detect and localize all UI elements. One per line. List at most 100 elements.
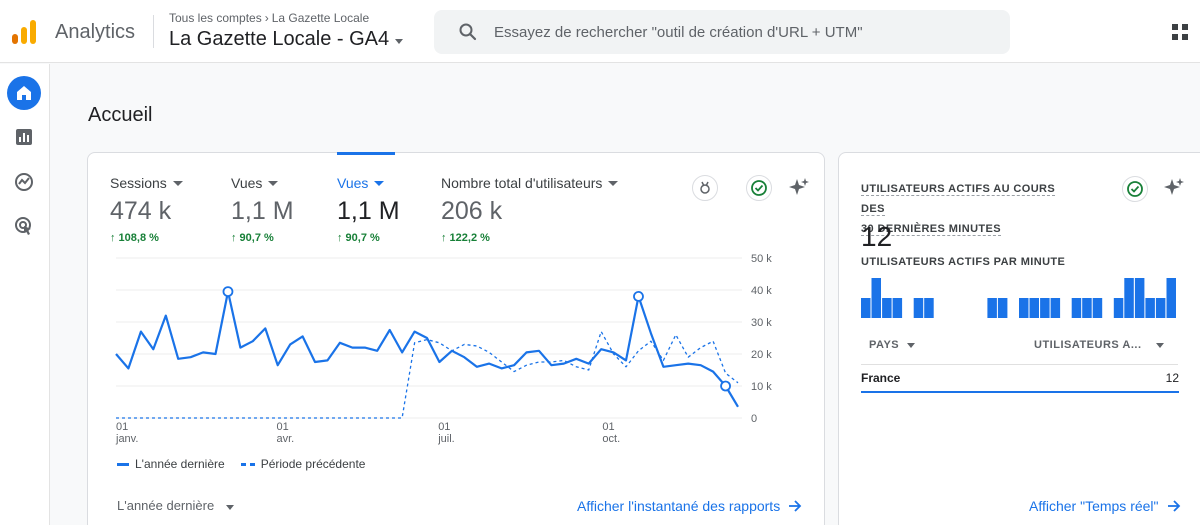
nav-reports[interactable] (7, 120, 41, 154)
y-tick-label: 50 k (751, 253, 772, 265)
metric-total-users[interactable]: Nombre total d'utilisateurs 206 k ↑ 122,… (441, 175, 619, 244)
y-tick-label: 30 k (751, 317, 772, 329)
per-minute-bar[interactable] (882, 298, 892, 318)
breadcrumb-item-account[interactable]: La Gazette Locale (271, 11, 370, 25)
realtime-user-count: 12 (861, 221, 893, 252)
legend-previous: Période précédente (260, 457, 366, 471)
x-tick-month: juil. (437, 433, 455, 445)
per-minute-bar[interactable] (861, 298, 871, 318)
property-selector[interactable]: La Gazette Locale - GA4 (169, 28, 404, 51)
date-range-selector[interactable]: L'année dernière (117, 498, 235, 513)
per-minute-bar[interactable] (871, 278, 882, 318)
per-minute-bar[interactable] (1124, 278, 1134, 318)
table-row-bar (861, 391, 1179, 393)
home-icon (17, 86, 31, 100)
per-minute-bar[interactable] (1019, 298, 1029, 318)
nav-explore[interactable] (7, 165, 41, 199)
breadcrumb-item-accounts[interactable]: Tous les comptes (169, 11, 262, 25)
insights-button[interactable] (692, 175, 718, 201)
search-input[interactable] (494, 10, 994, 54)
metric-value: 206 k (441, 197, 503, 225)
series-line-current (115, 290, 739, 408)
caret-down-icon (1155, 342, 1164, 348)
per-minute-bar[interactable] (1145, 298, 1155, 318)
per-minute-bar[interactable] (1166, 278, 1177, 318)
per-minute-label: UTILISATEURS ACTIFS PAR MINUTE (861, 256, 1066, 268)
arrow-right-icon (789, 500, 802, 512)
highlight-point[interactable] (720, 380, 731, 392)
nav-advertising[interactable] (7, 209, 41, 243)
realtime-title-line-1: UTILISATEURS ACTIFS AU COURS DES (861, 183, 1056, 216)
metric-views-header[interactable]: Vues (231, 175, 294, 191)
metric-views[interactable]: Vues 1,1 M ↑ 90,7 % (231, 175, 294, 244)
explore-icon (15, 173, 33, 191)
views-line-chart: 50 k40 k30 k20 k10 k001janv.01avr.01juil… (115, 253, 772, 445)
metric-views-selected[interactable]: Vues 1,1 M ↑ 90,7 % (337, 175, 400, 244)
x-tick-day: 01 (438, 421, 450, 433)
legend-swatch-solid (117, 462, 129, 466)
view-realtime-link[interactable]: Afficher "Temps réel" (1029, 498, 1181, 514)
column-header-country[interactable]: PAYS (869, 339, 916, 351)
per-minute-bar[interactable] (987, 298, 997, 318)
app-name: Analytics (55, 21, 136, 43)
overview-card: Sessions 474 k ↑ 108,8 % Vues 1,1 M ↑ 90… (87, 152, 825, 525)
data-quality-button[interactable] (1122, 176, 1148, 202)
metric-sessions-header[interactable]: Sessions (110, 175, 183, 191)
nav-home[interactable] (7, 76, 41, 110)
apps-grid-icon[interactable] (1170, 22, 1190, 42)
metric-sessions[interactable]: Sessions 474 k ↑ 108,8 % (110, 175, 183, 244)
link-label: Afficher l'instantané des rapports (577, 498, 781, 514)
per-minute-bar[interactable] (924, 298, 934, 318)
per-minute-bar[interactable] (892, 298, 903, 318)
caret-down-icon (226, 505, 235, 510)
sparkle-icon[interactable] (1163, 177, 1185, 199)
check-circle-icon (1127, 181, 1143, 197)
sparkle-icon[interactable] (788, 177, 810, 199)
x-tick-month: avr. (276, 433, 294, 445)
per-minute-bar[interactable] (1082, 298, 1092, 318)
metric-delta: ↑ 90,7 % (231, 232, 274, 244)
metric-delta: ↑ 108,8 % (110, 232, 159, 244)
link-label: Afficher "Temps réel" (1029, 498, 1159, 514)
per-minute-bar[interactable] (1050, 298, 1061, 318)
data-quality-button[interactable] (746, 175, 772, 201)
caret-down-icon (374, 180, 385, 186)
metric-total-users-header[interactable]: Nombre total d'utilisateurs (441, 175, 619, 191)
check-circle-icon (751, 180, 767, 196)
table-divider (861, 364, 1178, 365)
x-tick-month: janv. (115, 433, 138, 445)
metric-label: Vues (231, 175, 263, 191)
highlight-point[interactable] (633, 291, 644, 302)
per-minute-bar[interactable] (1040, 298, 1050, 318)
per-minute-bar[interactable] (1134, 278, 1145, 318)
award-icon (700, 181, 710, 194)
caret-down-icon (268, 180, 279, 186)
caret-down-icon (172, 180, 183, 186)
caret-down-icon (907, 342, 916, 348)
y-tick-label: 20 k (751, 349, 772, 361)
table-cell-users: 12 (1165, 371, 1179, 385)
highlight-point[interactable] (222, 286, 234, 297)
column-header-active-users[interactable]: UTILISATEURS A... (1034, 339, 1164, 351)
per-minute-bar[interactable] (1092, 298, 1103, 318)
breadcrumb[interactable]: Tous les comptes › La Gazette Locale (169, 11, 369, 25)
per-minute-bar[interactable] (1071, 298, 1082, 318)
per-minute-bar[interactable] (1155, 298, 1166, 318)
per-minute-bar[interactable] (1029, 298, 1040, 318)
search-icon (459, 23, 477, 41)
left-nav-rail (0, 64, 50, 525)
reports-icon (16, 129, 32, 145)
y-tick-label: 10 k (751, 381, 772, 393)
per-minute-bar[interactable] (913, 298, 924, 318)
y-tick-label: 0 (751, 413, 757, 425)
metric-label: Nombre total d'utilisateurs (441, 175, 603, 191)
view-reports-snapshot-link[interactable]: Afficher l'instantané des rapports (577, 498, 802, 514)
metric-views-selected-header[interactable]: Vues (337, 175, 400, 191)
per-minute-bar[interactable] (1113, 298, 1124, 318)
realtime-title-line-2: 30 DERNIÈRES MINUTES (861, 223, 1002, 236)
caret-down-icon (395, 39, 404, 44)
realtime-title[interactable]: UTILISATEURS ACTIFS AU COURS DES 30 DERN… (861, 179, 1081, 239)
per-minute-bar[interactable] (997, 298, 1008, 318)
search-bar[interactable] (434, 10, 1010, 54)
analytics-logo[interactable] (10, 18, 38, 46)
